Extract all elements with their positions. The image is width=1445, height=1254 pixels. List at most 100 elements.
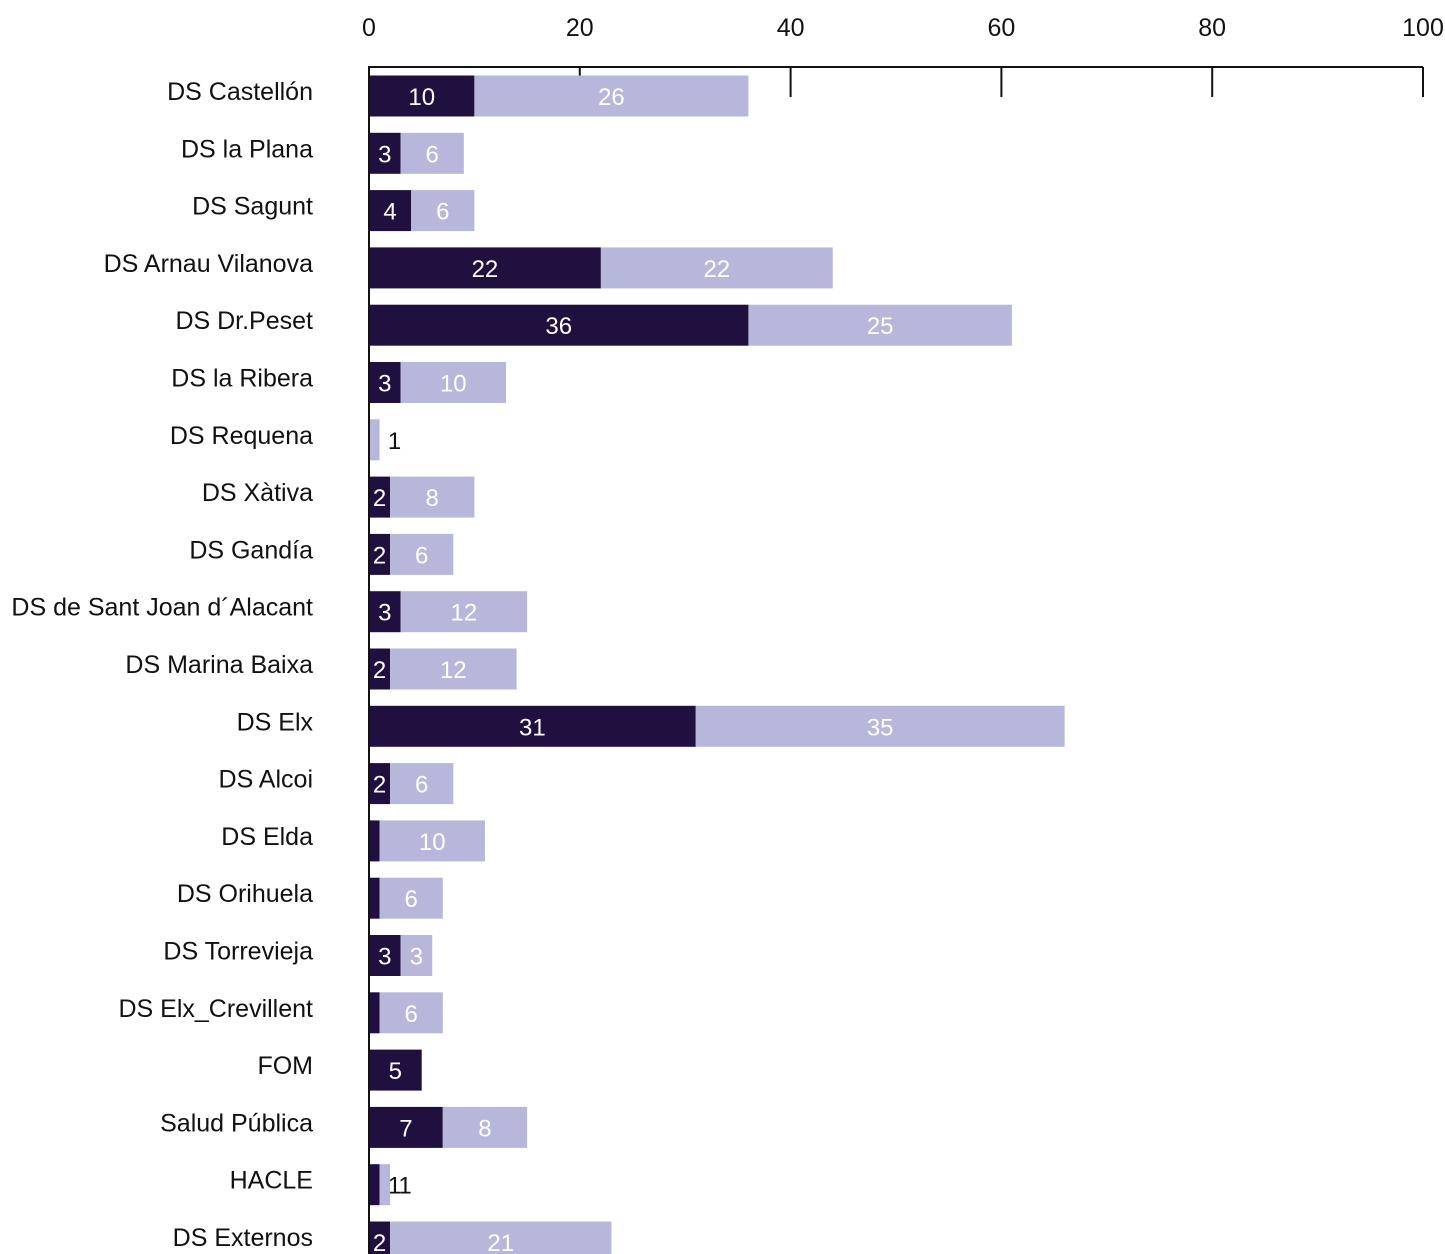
x-tick-label: 80 — [1198, 14, 1226, 42]
bar-segment — [369, 362, 401, 403]
bar-data-label: 22 — [703, 256, 730, 283]
bar-segment — [600, 247, 833, 289]
bar-segment — [390, 476, 475, 518]
bar-segment — [369, 992, 380, 1034]
bar-data-label: 2 — [373, 772, 386, 799]
bar-data-label: 2 — [373, 1230, 386, 1254]
bar-data-label: 1 — [388, 1173, 401, 1200]
bar-data-label: 7 — [399, 1115, 412, 1142]
bar-data-label: 2 — [373, 657, 386, 684]
bar-segment — [369, 476, 391, 518]
bar-segment — [369, 935, 401, 976]
bar-segment — [390, 1221, 612, 1254]
category-label: DS Arnau Vilanova — [104, 250, 313, 278]
category-label: DS Elda — [221, 823, 313, 851]
bar-data-label: 26 — [598, 84, 625, 111]
bar-data-label: 5 — [389, 1058, 402, 1085]
bar-segment — [369, 820, 380, 862]
bar-segment — [400, 132, 464, 174]
bar-segment — [379, 820, 485, 862]
bar-data-label: 25 — [867, 313, 894, 340]
bar-data-label: 6 — [404, 886, 417, 913]
category-label: DS Gandía — [189, 536, 313, 564]
bar-data-label: 2 — [373, 485, 386, 512]
x-tick-label: 0 — [362, 14, 376, 42]
category-label: DS Torrevieja — [163, 938, 313, 966]
category-labels: DS Castellón DS la Plana DS Sagunt DS Arnau… — [11, 78, 313, 1252]
bar-data-label: 6 — [436, 199, 449, 226]
bar-segment — [695, 705, 1065, 747]
bar-segment — [400, 591, 528, 633]
category-label: FOM — [257, 1052, 313, 1080]
bar-data-label: 35 — [867, 714, 894, 741]
x-axis: 0 20 40 60 80 100 — [362, 14, 1444, 97]
bar-segment — [369, 190, 412, 232]
bars: 1026364622223625310128263122123135261101… — [369, 75, 1065, 1254]
bar-data-label: 12 — [451, 600, 478, 627]
bar-segment — [379, 992, 443, 1034]
category-label: DS Castellón — [167, 78, 313, 106]
bar-segment — [390, 763, 454, 805]
bar-segment — [369, 1221, 391, 1254]
category-label: DS de Sant Joan d´Alacant — [11, 594, 313, 622]
category-label: DS Sagunt — [192, 193, 313, 221]
category-label: DS Marina Baixa — [125, 651, 313, 679]
bar-segment — [369, 132, 401, 174]
bar-segment — [748, 304, 1012, 346]
bar-data-label: 21 — [487, 1230, 514, 1254]
bar-data-label: 31 — [519, 714, 546, 741]
bar-data-label: 3 — [378, 944, 391, 971]
bar-data-label: 36 — [545, 313, 572, 340]
bar-segment — [369, 648, 391, 690]
bar-data-label: 10 — [440, 371, 467, 398]
x-tick-label: 40 — [777, 14, 805, 42]
bar-segment — [369, 304, 749, 346]
bar-segment — [369, 419, 380, 461]
bar-segment — [369, 75, 475, 117]
bar-segment — [379, 877, 443, 919]
category-label: DS la Ribera — [171, 365, 313, 393]
bar-data-label: 3 — [378, 600, 391, 627]
category-label: DS Orihuela — [177, 880, 313, 908]
x-tick-label: 100 — [1402, 14, 1444, 42]
category-label: DS Dr.Peset — [175, 307, 313, 335]
bar-data-label: 1 — [388, 428, 401, 455]
category-label: Salud Pública — [160, 1109, 313, 1137]
x-tick-label: 20 — [566, 14, 594, 42]
bar-segment — [442, 1106, 528, 1148]
bar-segment — [369, 763, 391, 805]
bar-segment — [369, 533, 391, 575]
bar-segment — [379, 1164, 391, 1206]
category-label: DS Elx_Crevillent — [118, 995, 313, 1023]
bar-data-label: 6 — [426, 141, 439, 168]
bar-data-label: 10 — [408, 84, 435, 111]
bar-data-label: 22 — [472, 256, 499, 283]
bar-segment — [369, 705, 696, 747]
bar-segment — [390, 648, 517, 690]
bar-segment — [390, 533, 454, 575]
bar-segment — [369, 877, 380, 919]
bar-data-label: 3 — [410, 944, 423, 971]
x-tick-label: 60 — [987, 14, 1015, 42]
bar-segment — [400, 935, 433, 976]
category-label: DS Externos — [173, 1224, 313, 1252]
bar-segment — [369, 1106, 443, 1148]
bar-data-label: 6 — [415, 772, 428, 799]
bar-data-label: 4 — [383, 199, 396, 226]
category-label: DS Xàtiva — [202, 479, 313, 507]
bar-data-label: 6 — [404, 1001, 417, 1028]
bar-segment — [400, 362, 507, 403]
category-label: DS Alcoi — [219, 766, 313, 794]
bar-data-label: 6 — [415, 542, 428, 569]
bar-segment — [369, 247, 601, 289]
bar-data-label: 8 — [478, 1115, 491, 1142]
bar-data-label: 2 — [373, 542, 386, 569]
bar-segment — [369, 591, 401, 633]
category-label: DS la Plana — [181, 135, 313, 163]
bar-segment — [369, 1049, 422, 1091]
category-label: DS Elx — [237, 708, 314, 736]
bar-segment — [369, 1164, 380, 1206]
bar-data-label: 12 — [440, 657, 467, 684]
bar-data-label: 3 — [378, 371, 391, 398]
